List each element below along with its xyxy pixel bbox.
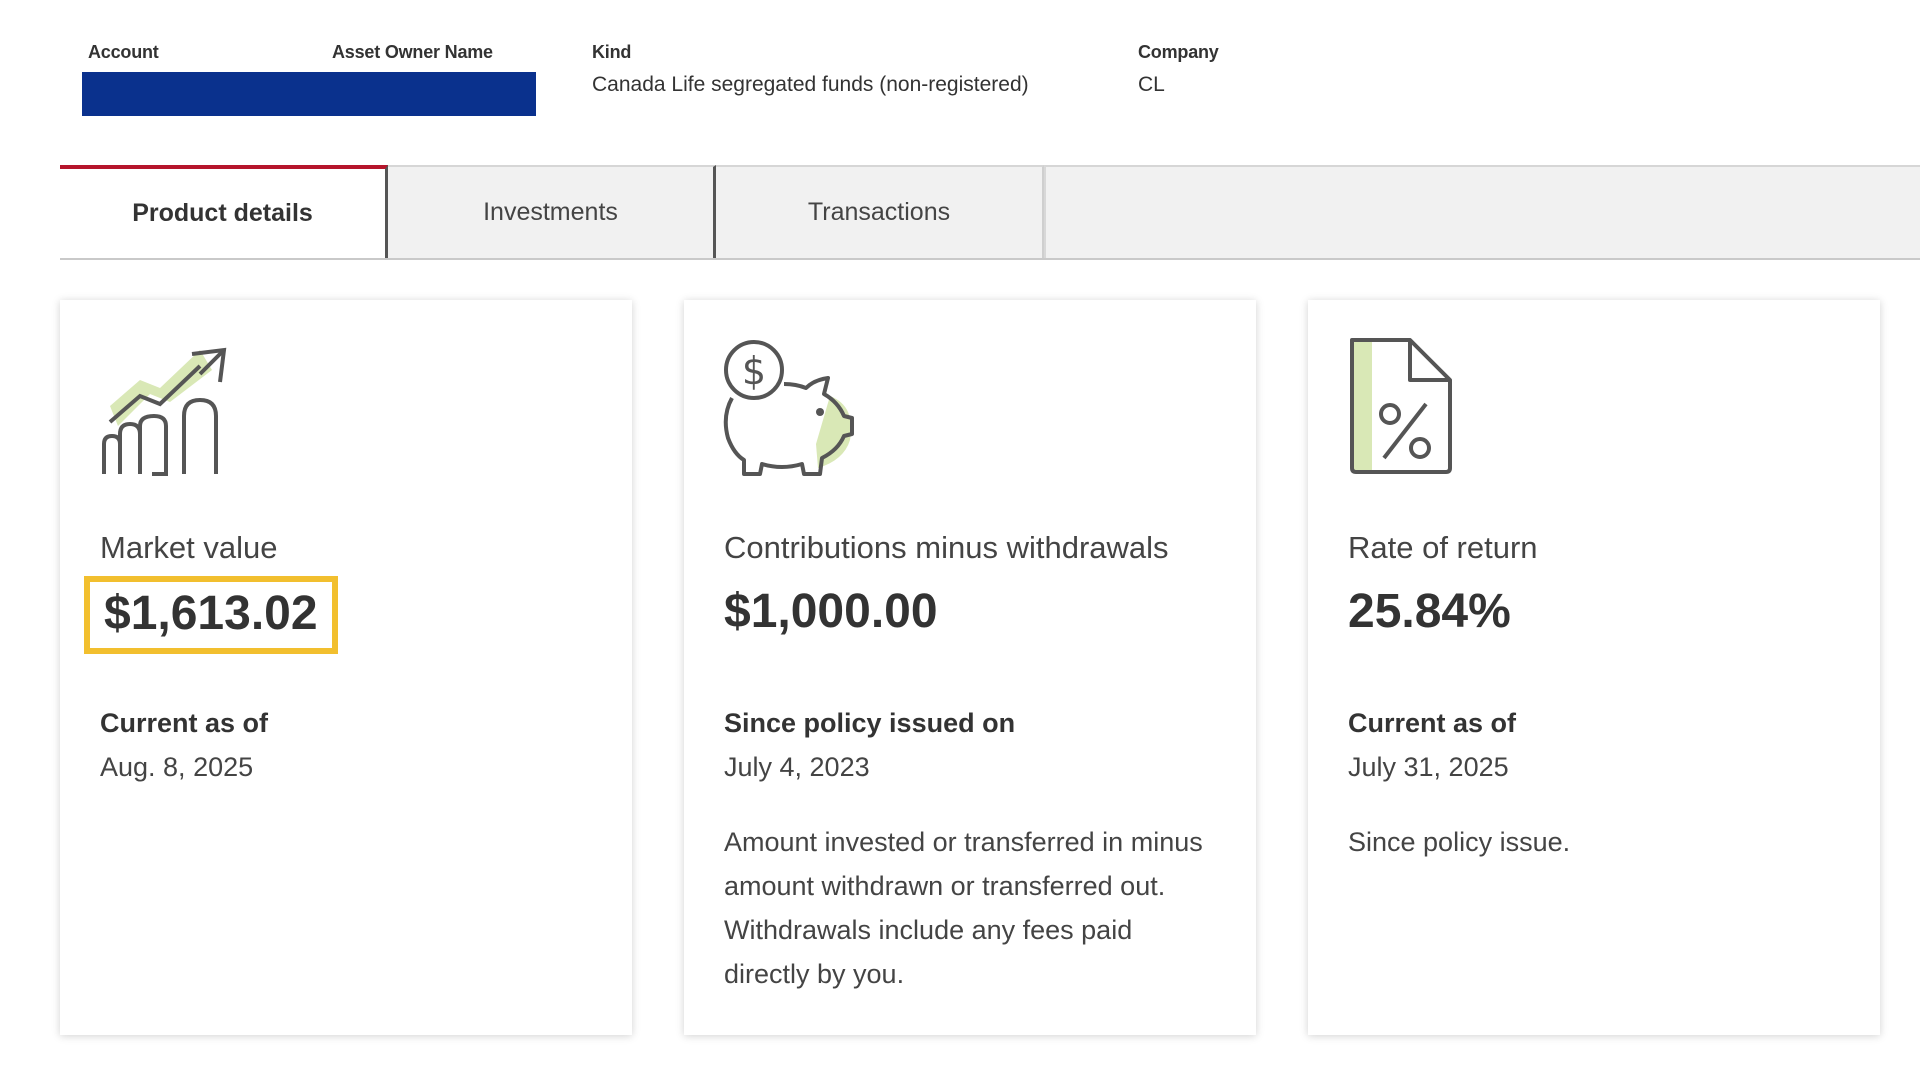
kind-field: Kind Canada Life segregated funds (non-r…: [592, 42, 1029, 97]
market-value-date: Aug. 8, 2025: [100, 752, 254, 782]
contributions-sub-label: Since policy issued on: [724, 708, 1016, 738]
rate-of-return-description: Since policy issue.: [1348, 827, 1571, 857]
company-field: Company CL: [1138, 42, 1219, 97]
account-label: Account: [88, 42, 159, 62]
contributions-date: July 4, 2023: [724, 752, 870, 782]
tab-product-details[interactable]: Product details: [60, 165, 388, 258]
market-value-sub-label: Current as of: [100, 708, 269, 738]
contributions-description: Amount invested or transferred in minus …: [724, 827, 1203, 989]
rate-of-return-date: July 31, 2025: [1348, 752, 1509, 782]
tab-transactions[interactable]: Transactions: [716, 165, 1044, 258]
market-value-amount: $1,613.02: [84, 576, 338, 654]
tab-investments[interactable]: Investments: [388, 165, 716, 258]
contributions-amount: $1,000.00: [724, 585, 938, 638]
owner-label: Asset Owner Name: [332, 42, 493, 62]
contributions-card: $ Contributions minus withdrawals $1,000…: [684, 300, 1256, 1035]
market-value-card: Market value $1,613.02 Current as of Aug…: [60, 300, 632, 1035]
company-value: CL: [1138, 73, 1165, 96]
market-value-title: Market value: [100, 530, 278, 565]
piggy-bank-icon: $: [723, 340, 854, 476]
rate-of-return-title: Rate of return: [1348, 530, 1538, 565]
rate-of-return-sub-label: Current as of: [1348, 708, 1517, 738]
percent-document-icon: [1350, 338, 1452, 474]
rate-of-return-value: 25.84%: [1348, 585, 1511, 638]
growth-chart-icon: [102, 347, 227, 476]
tab-bar: Product details Investments Transactions: [60, 165, 1920, 260]
svg-text:$: $: [742, 349, 766, 393]
kind-label: Kind: [592, 42, 632, 62]
kind-value: Canada Life segregated funds (non-regist…: [592, 73, 1029, 96]
redacted-account-block: [82, 72, 536, 116]
tab-bar-filler: [1044, 165, 1920, 258]
account-field: Account: [88, 42, 159, 63]
company-label: Company: [1138, 42, 1219, 62]
rate-of-return-card: Rate of return 25.84% Current as of July…: [1308, 300, 1880, 1035]
owner-field: Asset Owner Name: [332, 42, 493, 63]
contributions-title: Contributions minus withdrawals: [724, 530, 1169, 565]
